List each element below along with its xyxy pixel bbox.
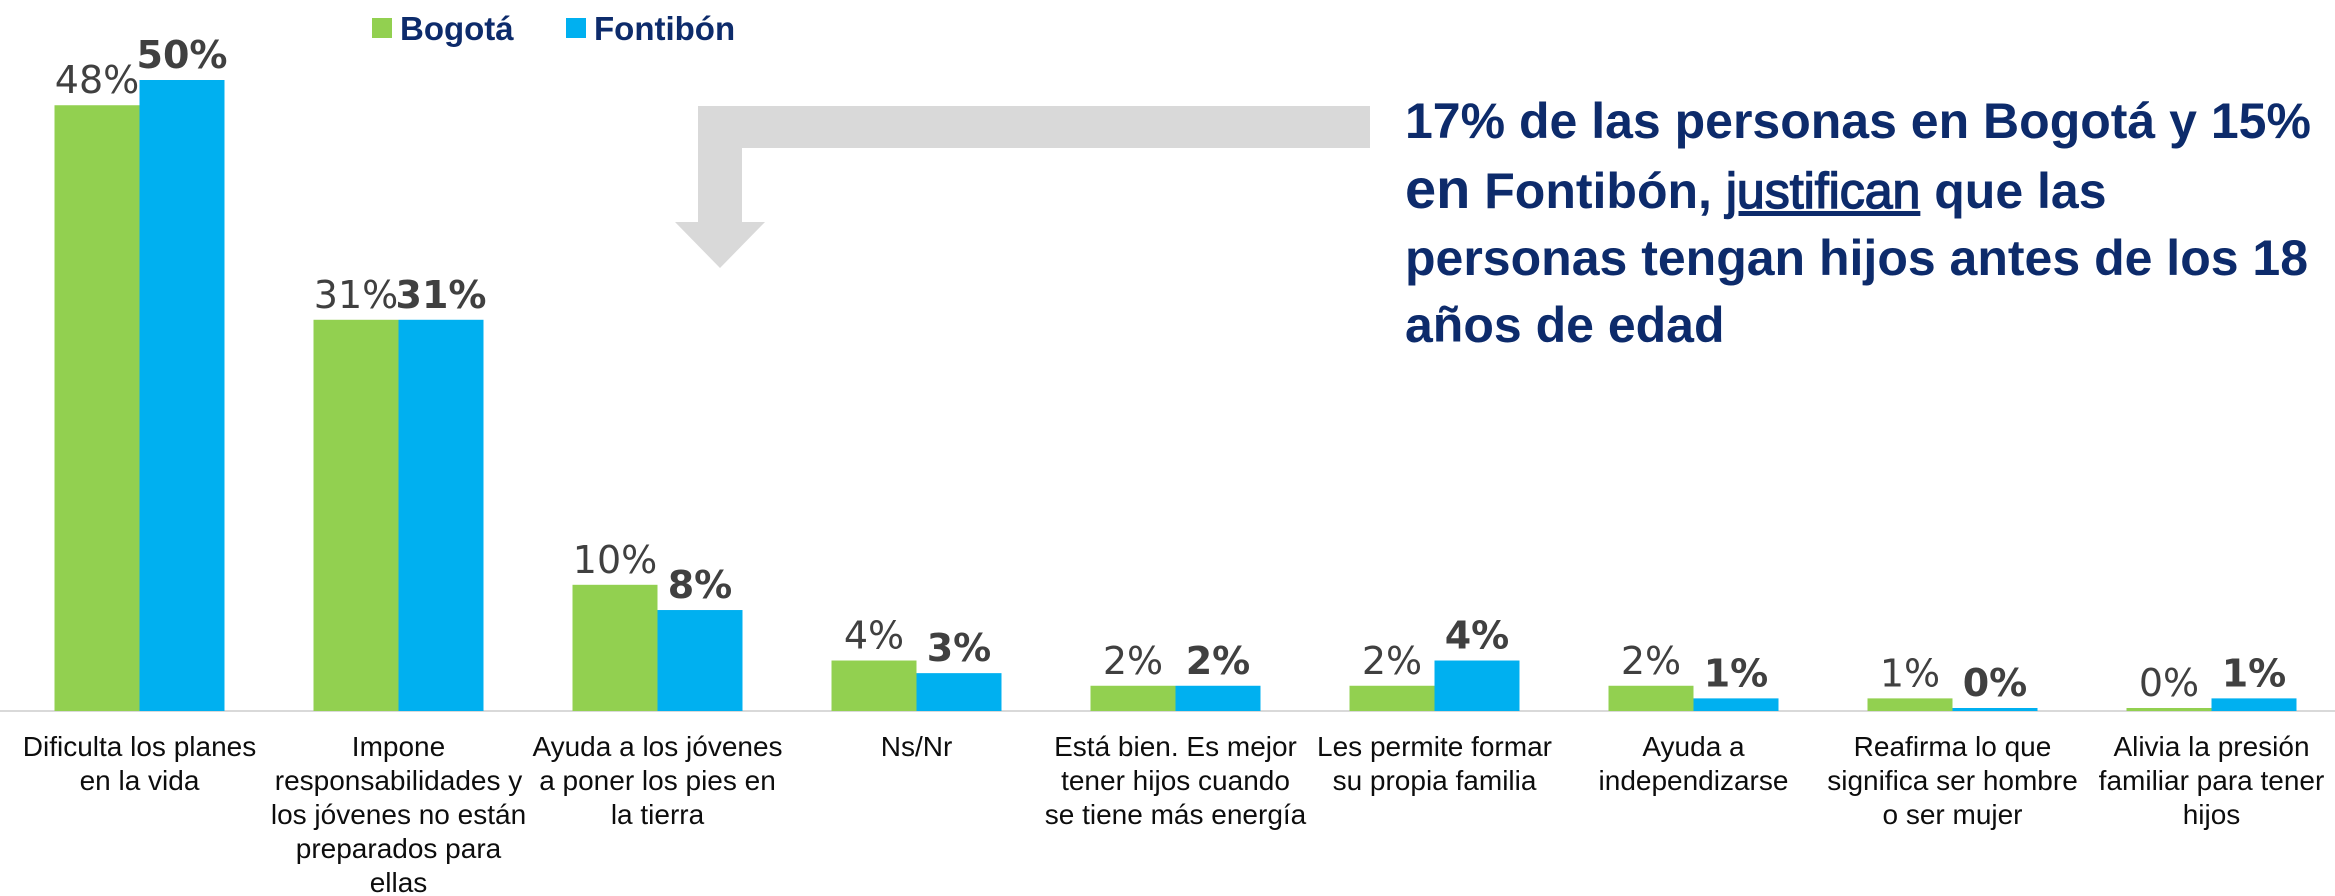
legend-swatch: [566, 18, 586, 38]
data-label: 8%: [668, 563, 733, 607]
data-label: 2%: [1621, 639, 1681, 683]
bar: [1175, 685, 1261, 711]
data-label: 2%: [1103, 639, 1163, 683]
data-label: 4%: [1445, 614, 1510, 658]
legend-swatch: [372, 18, 392, 38]
data-label: 3%: [927, 626, 992, 670]
bar: [1952, 708, 2038, 711]
data-label: 0%: [2139, 661, 2199, 705]
data-label: 10%: [573, 538, 657, 582]
bar: [54, 105, 140, 712]
x-tick-label: Ayuda a independizarse: [1598, 731, 1789, 796]
bar: [1434, 660, 1520, 711]
x-tick-label: Ns/Nr: [880, 731, 953, 762]
data-label: 31%: [314, 273, 398, 317]
x-tick-label: Dificulta los planes en la vida: [22, 731, 257, 796]
bar: [139, 80, 225, 711]
bar: [916, 673, 1002, 711]
x-tick-label: Impone responsabilidades y los jóvenes n…: [270, 731, 527, 896]
data-label: 48%: [55, 58, 139, 102]
bar: [398, 319, 484, 711]
bar: [1608, 685, 1694, 711]
bar: [1693, 698, 1779, 711]
x-tick-label: Reafirma lo que significa ser hombre o s…: [1827, 731, 2078, 830]
bar: [2211, 698, 2297, 711]
x-tick-label: Ayuda a los jóvenes a poner los pies en …: [532, 731, 783, 830]
legend-label: Bogotá: [400, 10, 514, 47]
data-label: 1%: [2222, 651, 2287, 695]
bar: [657, 610, 743, 711]
legend-label: Fontibón: [594, 10, 735, 47]
bar: [831, 660, 917, 711]
data-label: 0%: [1963, 661, 2028, 705]
annotation-part: justifican: [1725, 162, 1921, 220]
data-label: 1%: [1704, 651, 1769, 695]
annotation-part: 17% de las personas en Bogotá y 15%: [1405, 93, 2311, 149]
x-tick-label: Les permite formar su propia familia: [1317, 731, 1552, 796]
data-label: 4%: [844, 614, 904, 658]
x-tick-label: Alivia la presión familiar para tener hi…: [2098, 731, 2325, 830]
data-label: 31%: [396, 273, 487, 317]
bar: [2126, 708, 2212, 711]
annotation-part: que las personas tengan hijos antes de l…: [1405, 163, 2309, 353]
bar: [313, 319, 399, 711]
annotation-part: en: [1405, 157, 1471, 220]
data-label: 2%: [1362, 639, 1422, 683]
x-tick-label: Está bien. Es mejor tener hijos cuando s…: [1044, 731, 1307, 830]
bar: [1349, 685, 1435, 711]
bar: [1090, 685, 1176, 711]
bar: [1867, 698, 1953, 711]
annotation: 17% de las personas en Bogotá y 15% en F…: [1405, 88, 2335, 359]
data-label: 2%: [1186, 639, 1251, 683]
bar: [572, 584, 658, 711]
data-label: 1%: [1880, 651, 1940, 695]
arrow: [675, 106, 1370, 268]
annotation-part: Fontibón,: [1470, 163, 1726, 219]
data-label: 50%: [137, 33, 228, 77]
